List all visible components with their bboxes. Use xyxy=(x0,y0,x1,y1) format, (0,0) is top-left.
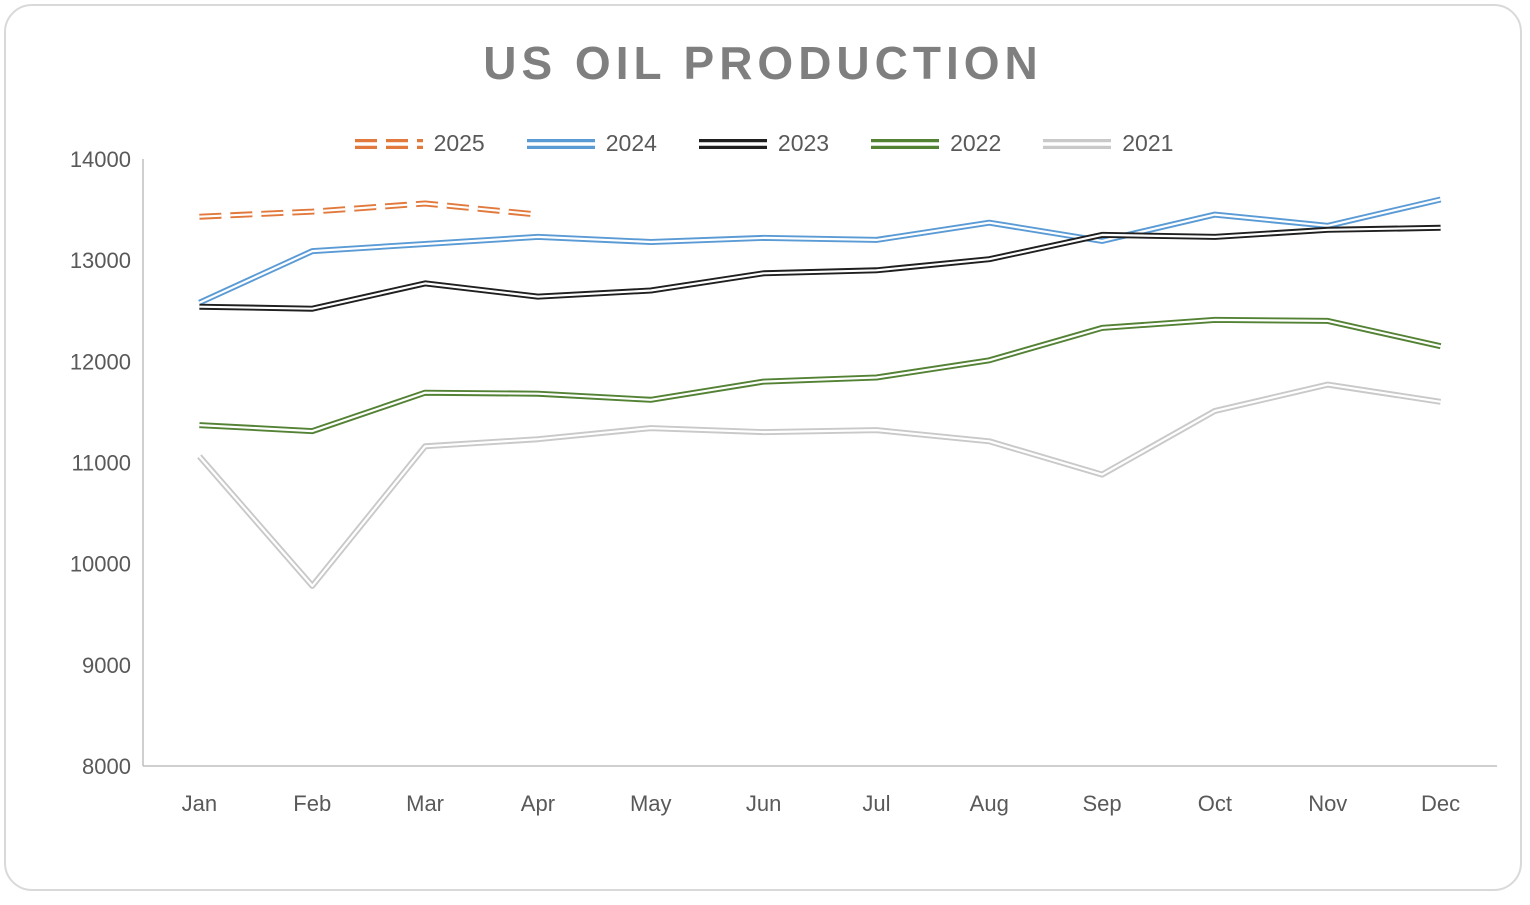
series-2024-line xyxy=(198,196,1442,306)
legend-label: 2023 xyxy=(777,130,830,156)
x-tick-label: Oct xyxy=(1198,791,1232,816)
legend-item-2023: 2023 xyxy=(697,130,829,157)
legend-marker-2021-icon xyxy=(1043,138,1112,149)
legend-label: 2025 xyxy=(433,130,485,156)
y-tick-label: 13000 xyxy=(70,248,131,273)
x-tick-label: Jan xyxy=(182,791,217,816)
legend-label: 2021 xyxy=(1122,130,1174,156)
y-tick-label: 14000 xyxy=(70,147,131,172)
chart-title: US OIL PRODUCTION xyxy=(483,37,1043,89)
y-tick-label: 9000 xyxy=(82,653,131,678)
chart-card: US OIL PRODUCTION 2025 2024 2023 2022 2021 8… xyxy=(4,4,1522,891)
x-tick-label: Feb xyxy=(293,791,331,816)
x-tick-label: Mar xyxy=(406,791,444,816)
legend-label: 2024 xyxy=(605,130,657,156)
legend-marker-2022-icon xyxy=(871,138,940,149)
legend-marker-2023-icon xyxy=(698,138,767,149)
y-tick-label: 8000 xyxy=(82,754,131,779)
legend-marker-2024-icon xyxy=(526,138,595,149)
x-tick-label: Dec xyxy=(1421,791,1460,816)
legend-item-2024: 2024 xyxy=(525,130,657,157)
x-tick-label: Jul xyxy=(862,791,890,816)
series-2022-line xyxy=(199,316,1442,435)
chart-legend: 2025 2024 2023 2022 2021 xyxy=(6,130,1520,157)
series-2023-line-core xyxy=(199,226,1441,310)
x-tick-label: Sep xyxy=(1083,791,1122,816)
legend-item-2021: 2021 xyxy=(1041,130,1173,157)
legend-item-2025: 2025 xyxy=(353,130,485,157)
y-tick-label: 10000 xyxy=(70,552,131,577)
x-tick-label: Aug xyxy=(970,791,1009,816)
legend-item-2022: 2022 xyxy=(869,130,1001,157)
legend-label: 2022 xyxy=(950,130,1002,156)
x-tick-label: Jun xyxy=(746,791,781,816)
series-2024-line-core xyxy=(198,198,1441,304)
x-tick-label: May xyxy=(630,791,672,816)
x-tick-label: Nov xyxy=(1308,791,1347,816)
chart-svg: 8000 9000 10000 11000 12000 13000 14000 Jan Feb M… xyxy=(70,147,1497,816)
series-2025-line-core xyxy=(199,202,539,218)
series-2022-line-core xyxy=(199,318,1441,433)
series-2021-line-core xyxy=(198,383,1441,587)
series-2021-line xyxy=(197,381,1442,589)
y-tick-label: 12000 xyxy=(70,349,131,374)
legend-marker-2025-icon xyxy=(354,138,423,149)
x-tick-label: Apr xyxy=(521,791,555,816)
y-tick-label: 11000 xyxy=(71,451,131,476)
